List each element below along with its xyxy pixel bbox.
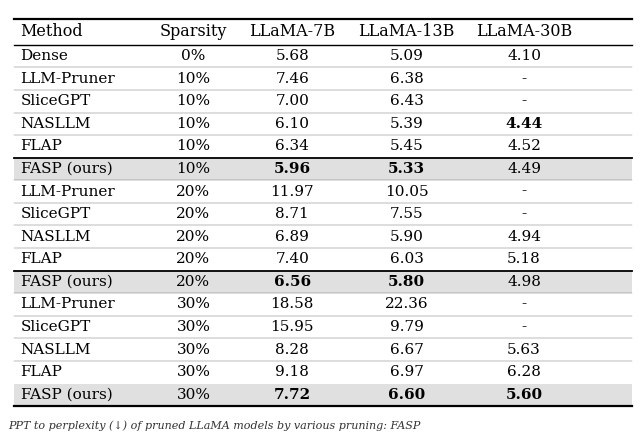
Text: 10.05: 10.05 bbox=[385, 184, 428, 198]
Text: 4.52: 4.52 bbox=[507, 139, 541, 153]
Text: LLM-Pruner: LLM-Pruner bbox=[20, 298, 115, 312]
Text: 11.97: 11.97 bbox=[271, 184, 314, 198]
Text: FASP (ours): FASP (ours) bbox=[20, 388, 112, 402]
Text: 4.44: 4.44 bbox=[506, 117, 543, 131]
Text: 6.34: 6.34 bbox=[275, 139, 309, 153]
Bar bbox=[14, 158, 632, 180]
Text: 15.95: 15.95 bbox=[271, 320, 314, 334]
Text: -: - bbox=[522, 320, 527, 334]
Text: 30%: 30% bbox=[177, 365, 211, 379]
Text: NASLLM: NASLLM bbox=[20, 117, 91, 131]
Text: 9.18: 9.18 bbox=[275, 365, 309, 379]
Text: 8.28: 8.28 bbox=[275, 343, 309, 357]
Text: 22.36: 22.36 bbox=[385, 298, 428, 312]
Text: 7.40: 7.40 bbox=[275, 252, 309, 266]
Text: 10%: 10% bbox=[177, 139, 211, 153]
Text: 5.90: 5.90 bbox=[390, 230, 424, 244]
Text: -: - bbox=[522, 298, 527, 312]
Text: 18.58: 18.58 bbox=[271, 298, 314, 312]
Bar bbox=[14, 271, 632, 293]
Text: 0%: 0% bbox=[181, 49, 205, 63]
Text: LLaMA-30B: LLaMA-30B bbox=[476, 23, 572, 40]
Text: 5.18: 5.18 bbox=[507, 252, 541, 266]
Text: 20%: 20% bbox=[177, 207, 211, 221]
Bar bbox=[14, 384, 632, 406]
Text: 5.39: 5.39 bbox=[390, 117, 424, 131]
Text: -: - bbox=[522, 207, 527, 221]
Text: FLAP: FLAP bbox=[20, 365, 62, 379]
Text: 7.46: 7.46 bbox=[275, 72, 309, 86]
Text: 5.68: 5.68 bbox=[275, 49, 309, 63]
Text: 6.67: 6.67 bbox=[390, 343, 424, 357]
Text: PPT to perplexity (↓) of pruned LLaMA models by various pruning: FASP: PPT to perplexity (↓) of pruned LLaMA mo… bbox=[8, 421, 420, 431]
Text: 6.56: 6.56 bbox=[274, 275, 311, 289]
Text: 20%: 20% bbox=[177, 252, 211, 266]
Text: 6.28: 6.28 bbox=[507, 365, 541, 379]
Text: 30%: 30% bbox=[177, 298, 211, 312]
Text: 5.63: 5.63 bbox=[507, 343, 541, 357]
Text: 7.55: 7.55 bbox=[390, 207, 424, 221]
Text: 4.98: 4.98 bbox=[507, 275, 541, 289]
Text: SliceGPT: SliceGPT bbox=[20, 207, 91, 221]
Text: -: - bbox=[522, 72, 527, 86]
Text: 5.60: 5.60 bbox=[506, 388, 543, 402]
Text: FLAP: FLAP bbox=[20, 139, 62, 153]
Text: 20%: 20% bbox=[177, 275, 211, 289]
Text: LLM-Pruner: LLM-Pruner bbox=[20, 184, 115, 198]
Text: 10%: 10% bbox=[177, 72, 211, 86]
Text: FASP (ours): FASP (ours) bbox=[20, 275, 112, 289]
Text: 10%: 10% bbox=[177, 117, 211, 131]
Text: 4.49: 4.49 bbox=[507, 162, 541, 176]
Text: SliceGPT: SliceGPT bbox=[20, 320, 91, 334]
Text: Sparsity: Sparsity bbox=[160, 23, 227, 40]
Text: 5.80: 5.80 bbox=[388, 275, 425, 289]
Text: 4.94: 4.94 bbox=[507, 230, 541, 244]
Text: 30%: 30% bbox=[177, 320, 211, 334]
Text: 4.10: 4.10 bbox=[507, 49, 541, 63]
Text: 5.09: 5.09 bbox=[390, 49, 424, 63]
Text: 7.00: 7.00 bbox=[275, 94, 309, 108]
Text: 6.38: 6.38 bbox=[390, 72, 424, 86]
Text: -: - bbox=[522, 94, 527, 108]
Text: -: - bbox=[522, 184, 527, 198]
Text: NASLLM: NASLLM bbox=[20, 230, 91, 244]
Text: NASLLM: NASLLM bbox=[20, 343, 91, 357]
Text: 10%: 10% bbox=[177, 94, 211, 108]
Text: 6.43: 6.43 bbox=[390, 94, 424, 108]
Text: 30%: 30% bbox=[177, 343, 211, 357]
Text: 20%: 20% bbox=[177, 230, 211, 244]
Text: 9.79: 9.79 bbox=[390, 320, 424, 334]
Text: 6.60: 6.60 bbox=[388, 388, 425, 402]
Text: 7.72: 7.72 bbox=[274, 388, 311, 402]
Text: LLaMA-13B: LLaMA-13B bbox=[358, 23, 455, 40]
Text: 6.89: 6.89 bbox=[275, 230, 309, 244]
Text: 5.33: 5.33 bbox=[388, 162, 425, 176]
Text: 6.10: 6.10 bbox=[275, 117, 309, 131]
Text: SliceGPT: SliceGPT bbox=[20, 94, 91, 108]
Text: 5.45: 5.45 bbox=[390, 139, 424, 153]
Text: FASP (ours): FASP (ours) bbox=[20, 162, 112, 176]
Text: 20%: 20% bbox=[177, 184, 211, 198]
Text: LLaMA-7B: LLaMA-7B bbox=[249, 23, 335, 40]
Text: 10%: 10% bbox=[177, 162, 211, 176]
Text: 8.71: 8.71 bbox=[275, 207, 309, 221]
Text: Method: Method bbox=[20, 23, 83, 40]
Text: 30%: 30% bbox=[177, 388, 211, 402]
Text: 6.97: 6.97 bbox=[390, 365, 424, 379]
Text: 6.03: 6.03 bbox=[390, 252, 424, 266]
Text: LLM-Pruner: LLM-Pruner bbox=[20, 72, 115, 86]
Text: 5.96: 5.96 bbox=[274, 162, 311, 176]
Text: FLAP: FLAP bbox=[20, 252, 62, 266]
Text: Dense: Dense bbox=[20, 49, 68, 63]
